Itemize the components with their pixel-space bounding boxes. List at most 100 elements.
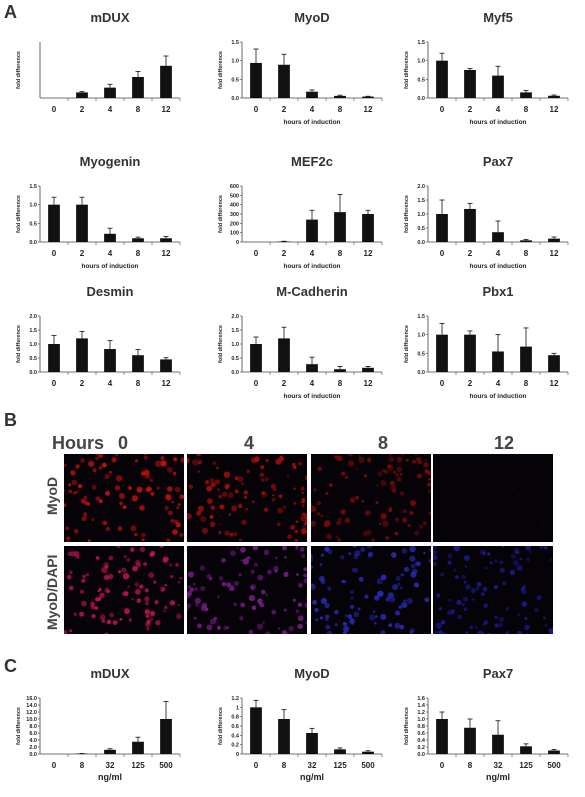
cell-nucleus	[104, 473, 110, 480]
y-tick-label: 1.0	[417, 212, 425, 218]
cell-nucleus	[165, 494, 172, 501]
cell-nucleus	[134, 582, 139, 587]
cell-nucleus	[126, 557, 131, 562]
cell-nucleus	[249, 584, 257, 591]
timepoint-label: 0	[118, 433, 129, 453]
cell-nucleus	[160, 586, 166, 592]
cell-nucleus	[117, 526, 123, 532]
cell-nucleus	[400, 586, 403, 589]
cell-nucleus	[464, 565, 467, 568]
cell-nucleus	[357, 607, 361, 611]
cell-nucleus	[392, 488, 397, 493]
cell-nucleus	[424, 458, 428, 462]
x-tick-label: 0	[254, 761, 259, 770]
cell-nucleus	[108, 555, 114, 561]
x-axis-label: hours of induction	[469, 393, 526, 400]
cell-nucleus	[82, 574, 86, 579]
x-tick-label: 12	[364, 249, 373, 258]
cell-nucleus	[163, 609, 166, 613]
cell-nucleus	[453, 568, 457, 573]
cell-nucleus	[401, 602, 408, 609]
tile-border	[310, 545, 432, 635]
cell-nucleus	[410, 571, 417, 578]
cell-nucleus	[178, 503, 181, 506]
cell-nucleus	[461, 574, 466, 580]
cell-nucleus	[511, 487, 517, 493]
cell-nucleus	[494, 623, 499, 628]
cell-nucleus	[355, 467, 359, 470]
cell-nucleus	[123, 554, 127, 558]
cell-nucleus	[238, 504, 243, 509]
y-tick-label: 600	[230, 184, 239, 190]
cell-nucleus	[155, 460, 162, 467]
micrograph-tile	[63, 453, 185, 543]
cell-nucleus	[353, 567, 359, 573]
y-tick-label: 0.0	[417, 240, 425, 246]
x-tick-label: 2	[282, 249, 287, 258]
cell-nucleus	[70, 551, 76, 557]
cell-nucleus	[221, 558, 226, 563]
cell-nucleus	[499, 567, 505, 573]
cell-nucleus	[302, 525, 306, 529]
cell-nucleus	[448, 598, 452, 602]
cell-nucleus	[118, 493, 125, 499]
cell-nucleus	[358, 456, 365, 463]
cell-nucleus	[221, 581, 227, 587]
cell-nucleus	[300, 486, 305, 491]
cell-nucleus	[141, 532, 146, 538]
y-tick-label: 1.5	[29, 184, 37, 190]
x-tick-label: 2	[468, 379, 473, 388]
y-tick-label: 14.0	[26, 703, 37, 709]
cell-nucleus	[231, 505, 238, 512]
bar-chart: Desmin fold difference 0.0 0.5 1.0 1.5 2.0 0 2 4 8…	[16, 284, 181, 388]
cell-nucleus	[341, 471, 346, 476]
cell-nucleus	[517, 492, 524, 499]
x-axis-label: ng/ml	[486, 772, 510, 782]
cell-nucleus	[440, 572, 445, 577]
bar	[492, 232, 504, 242]
cell-nucleus	[140, 471, 146, 476]
y-tick-label: 0	[236, 752, 239, 758]
cell-nucleus	[167, 467, 173, 473]
micrograph-tile	[432, 453, 554, 543]
cell-nucleus	[146, 627, 150, 631]
cell-nucleus	[136, 486, 143, 493]
cell-nucleus	[239, 538, 243, 542]
cell-nucleus	[310, 583, 316, 590]
cell-nucleus	[438, 607, 442, 611]
bar-chart: Pbx1 fold difference 0.0 0.5 1.0 1.5 0 2 4 8 12 hou…	[404, 284, 569, 400]
cell-nucleus	[150, 491, 155, 496]
cell-nucleus	[394, 531, 399, 536]
cell-nucleus	[489, 561, 493, 565]
cell-nucleus	[240, 602, 246, 608]
cell-nucleus	[143, 455, 148, 460]
y-tick-label: 1.0	[231, 342, 239, 348]
cell-nucleus	[475, 586, 480, 591]
cell-nucleus	[316, 501, 322, 506]
cell-nucleus	[92, 468, 97, 473]
cell-nucleus	[248, 595, 255, 602]
cell-nucleus	[325, 614, 330, 619]
bar	[548, 238, 560, 242]
bar-chart: mDUX fold difference 0 2 4 8 12	[16, 10, 181, 114]
cell-nucleus	[487, 552, 491, 556]
x-axis-label: ng/ml	[300, 772, 324, 782]
cell-nucleus	[127, 585, 130, 588]
cell-nucleus	[328, 483, 333, 488]
cell-nucleus	[404, 566, 410, 572]
cell-nucleus	[409, 511, 414, 515]
cell-nucleus	[409, 545, 416, 553]
cell-nucleus	[418, 460, 423, 464]
cell-nucleus	[516, 564, 523, 571]
cell-nucleus	[139, 546, 146, 553]
tile-background	[432, 453, 554, 543]
cell-nucleus	[130, 525, 137, 532]
cell-nucleus	[107, 573, 114, 580]
cell-nucleus	[245, 507, 249, 511]
x-tick-label: 0	[52, 379, 57, 388]
bar	[104, 749, 116, 754]
cell-nucleus	[218, 576, 224, 581]
cell-nucleus	[75, 490, 79, 494]
bar	[306, 364, 318, 372]
bar	[132, 355, 144, 372]
